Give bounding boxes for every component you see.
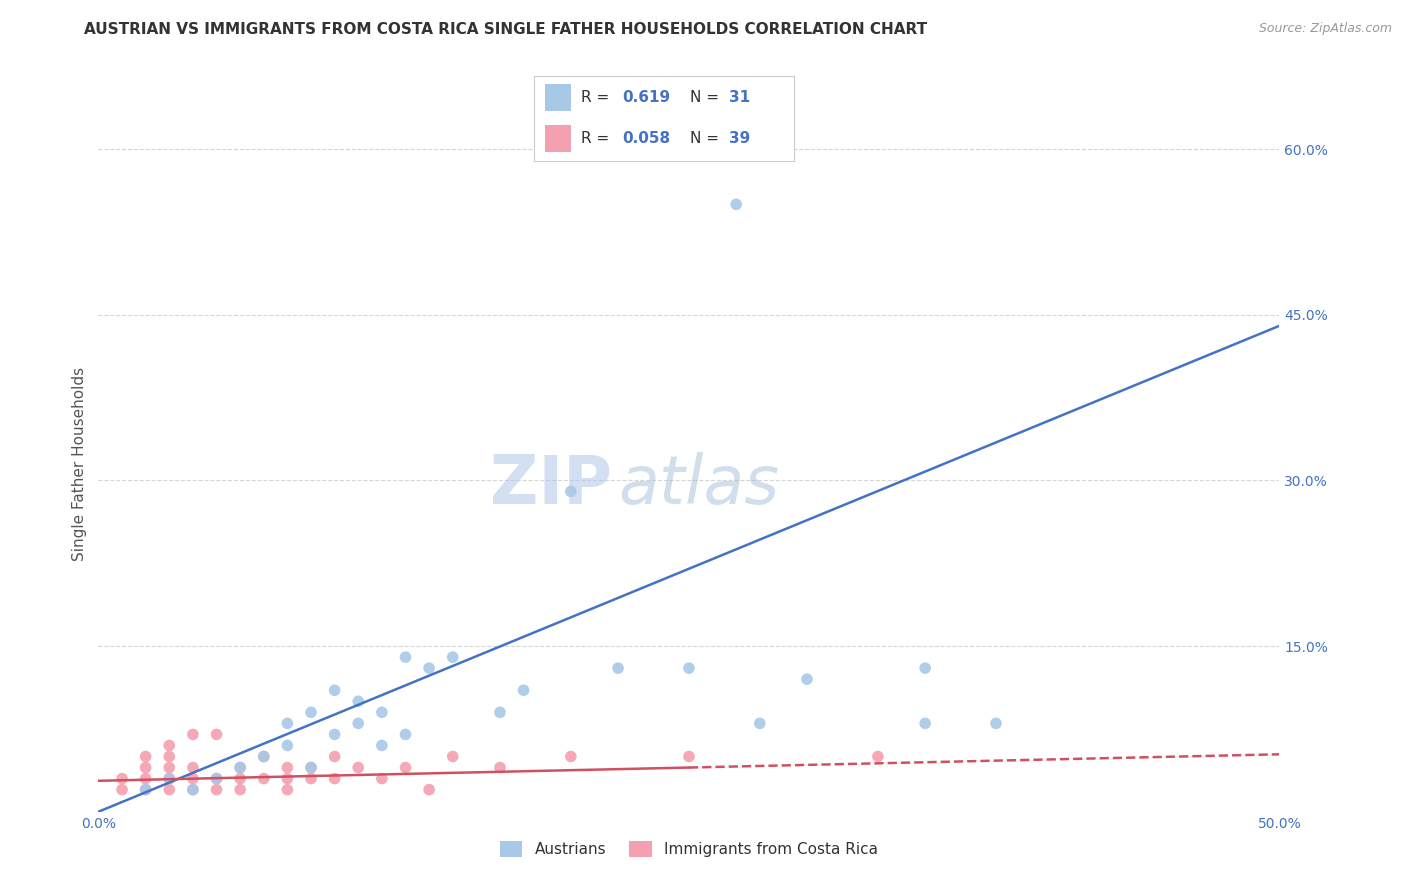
Point bbox=[394, 760, 416, 774]
Point bbox=[135, 782, 157, 797]
Point bbox=[276, 772, 298, 786]
Point bbox=[678, 661, 700, 675]
Point bbox=[253, 772, 276, 786]
Point bbox=[560, 749, 582, 764]
Legend: Austrians, Immigrants from Costa Rica: Austrians, Immigrants from Costa Rica bbox=[494, 835, 884, 863]
Point bbox=[111, 772, 134, 786]
Point bbox=[299, 706, 322, 720]
Bar bbox=[544, 85, 571, 112]
Point bbox=[181, 782, 204, 797]
Point bbox=[347, 760, 370, 774]
Point bbox=[418, 782, 440, 797]
Point bbox=[181, 760, 204, 774]
Point bbox=[205, 772, 228, 786]
Point bbox=[135, 782, 157, 797]
Point bbox=[157, 739, 180, 753]
Point bbox=[229, 760, 252, 774]
Point bbox=[394, 650, 416, 665]
Point bbox=[512, 683, 534, 698]
Point bbox=[418, 661, 440, 675]
Point bbox=[323, 772, 346, 786]
Point bbox=[253, 749, 276, 764]
Text: 0.058: 0.058 bbox=[623, 131, 671, 146]
Point bbox=[276, 760, 298, 774]
Point bbox=[796, 672, 818, 686]
Point bbox=[276, 739, 298, 753]
Point bbox=[371, 706, 394, 720]
Point bbox=[181, 772, 204, 786]
Point bbox=[157, 760, 180, 774]
Point bbox=[984, 716, 1007, 731]
Point bbox=[135, 772, 157, 786]
Text: AUSTRIAN VS IMMIGRANTS FROM COSTA RICA SINGLE FATHER HOUSEHOLDS CORRELATION CHAR: AUSTRIAN VS IMMIGRANTS FROM COSTA RICA S… bbox=[84, 22, 928, 37]
Point bbox=[299, 772, 322, 786]
Point bbox=[371, 739, 394, 753]
Text: 31: 31 bbox=[730, 90, 751, 105]
Point bbox=[205, 782, 228, 797]
Point bbox=[111, 782, 134, 797]
Point bbox=[157, 782, 180, 797]
Point bbox=[205, 772, 228, 786]
Point bbox=[441, 749, 464, 764]
Point bbox=[914, 716, 936, 731]
Point bbox=[607, 661, 630, 675]
Point bbox=[229, 760, 252, 774]
Point bbox=[253, 749, 276, 764]
Point bbox=[157, 772, 180, 786]
Point bbox=[678, 749, 700, 764]
Text: 39: 39 bbox=[730, 131, 751, 146]
Point bbox=[866, 749, 889, 764]
Bar bbox=[544, 125, 571, 152]
Point bbox=[560, 484, 582, 499]
Text: atlas: atlas bbox=[619, 451, 779, 517]
Point bbox=[157, 749, 180, 764]
Point bbox=[205, 727, 228, 741]
Point bbox=[914, 661, 936, 675]
Text: Source: ZipAtlas.com: Source: ZipAtlas.com bbox=[1258, 22, 1392, 36]
Point bbox=[323, 727, 346, 741]
Point bbox=[489, 760, 512, 774]
Text: N =: N = bbox=[690, 131, 724, 146]
Point bbox=[347, 716, 370, 731]
Point bbox=[135, 760, 157, 774]
Point bbox=[748, 716, 770, 731]
Point bbox=[441, 650, 464, 665]
Point bbox=[323, 749, 346, 764]
Point bbox=[181, 727, 204, 741]
Y-axis label: Single Father Households: Single Father Households bbox=[72, 367, 87, 561]
Point bbox=[157, 772, 180, 786]
Point bbox=[725, 197, 748, 211]
Point bbox=[181, 782, 204, 797]
Point bbox=[347, 694, 370, 708]
Text: ZIP: ZIP bbox=[491, 451, 612, 517]
Text: N =: N = bbox=[690, 90, 724, 105]
Text: 0.619: 0.619 bbox=[623, 90, 671, 105]
Point bbox=[489, 706, 512, 720]
Point bbox=[323, 683, 346, 698]
Point bbox=[135, 749, 157, 764]
Point bbox=[371, 772, 394, 786]
Point bbox=[276, 782, 298, 797]
Point bbox=[229, 772, 252, 786]
Point bbox=[229, 782, 252, 797]
Point bbox=[394, 727, 416, 741]
Text: R =: R = bbox=[581, 131, 614, 146]
Point bbox=[299, 760, 322, 774]
Point bbox=[299, 760, 322, 774]
Text: R =: R = bbox=[581, 90, 614, 105]
Point bbox=[276, 716, 298, 731]
